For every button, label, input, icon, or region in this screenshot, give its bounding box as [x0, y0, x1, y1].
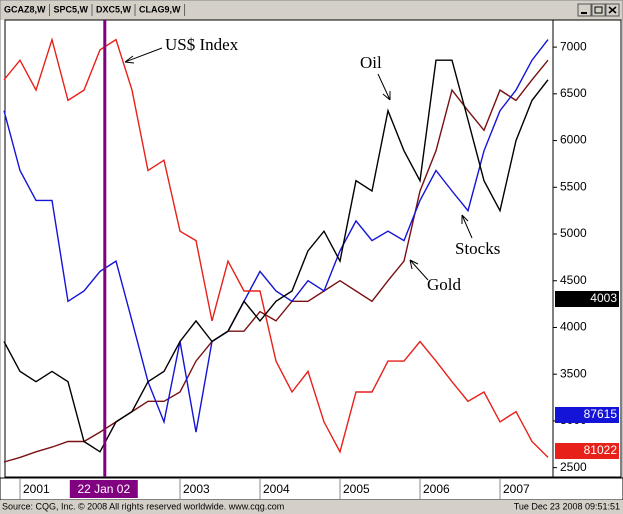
maximize-button[interactable] — [591, 3, 606, 17]
footer-timestamp: Tue Dec 23 2008 09:51:51 — [514, 501, 620, 511]
x-tick-label: 2001 — [23, 482, 50, 496]
cursor-label: 22 Jan 02 — [77, 482, 130, 496]
annotation: Stocks — [455, 239, 500, 258]
annotation-arrow — [377, 73, 391, 101]
y-tick-label: 6500 — [560, 86, 587, 100]
close-icon — [608, 6, 617, 14]
price-axis — [552, 19, 622, 478]
price-box-label: 87615 — [584, 407, 618, 421]
price-box-label: 4003 — [590, 291, 617, 305]
x-tick-label: 2006 — [423, 482, 450, 496]
annotation-arrow — [124, 47, 163, 64]
y-tick-label: 2500 — [560, 460, 587, 474]
maximize-icon — [594, 6, 603, 14]
annotation: US$ Index — [165, 35, 239, 54]
annotation-arrow — [461, 214, 473, 239]
series-line — [3, 59, 549, 453]
price-box — [555, 291, 619, 307]
price-box — [555, 407, 619, 423]
footer-source: Source: CQG, Inc. © 2008 All rights rese… — [2, 501, 284, 511]
annotation: Oil — [360, 53, 382, 72]
tab[interactable]: GCAZ8,W — [4, 4, 46, 14]
status-bar — [0, 500, 623, 514]
series-line — [3, 37, 549, 458]
series-line — [3, 39, 549, 433]
tab[interactable]: SPC5,W — [54, 4, 89, 14]
annotation-arrow — [409, 259, 429, 281]
window-buttons — [577, 3, 620, 17]
series-line — [3, 59, 549, 463]
y-tick-label: 4500 — [560, 273, 587, 287]
price-box — [555, 443, 619, 459]
y-tick-label: 5000 — [560, 226, 587, 240]
y-tick-label: 3500 — [560, 366, 587, 380]
x-tick-label: 2005 — [343, 482, 370, 496]
price-box-label: 81022 — [584, 443, 618, 457]
plot — [3, 37, 549, 463]
y-tick-label: 7000 — [560, 39, 587, 53]
x-tick-label: 2004 — [263, 482, 290, 496]
tab[interactable]: DXC5,W — [96, 4, 132, 14]
tab[interactable]: CLAG9,W — [139, 4, 181, 14]
title-bar — [0, 0, 623, 20]
x-tick-label: 2003 — [183, 482, 210, 496]
annotation: Gold — [427, 275, 462, 294]
y-tick-label: 6000 — [560, 133, 587, 147]
y-tick-label: 4000 — [560, 320, 587, 334]
minimize-button[interactable] — [577, 3, 592, 17]
cursor-box — [69, 480, 138, 498]
y-tick-label: 5500 — [560, 179, 587, 193]
x-tick-label: 2007 — [503, 482, 530, 496]
